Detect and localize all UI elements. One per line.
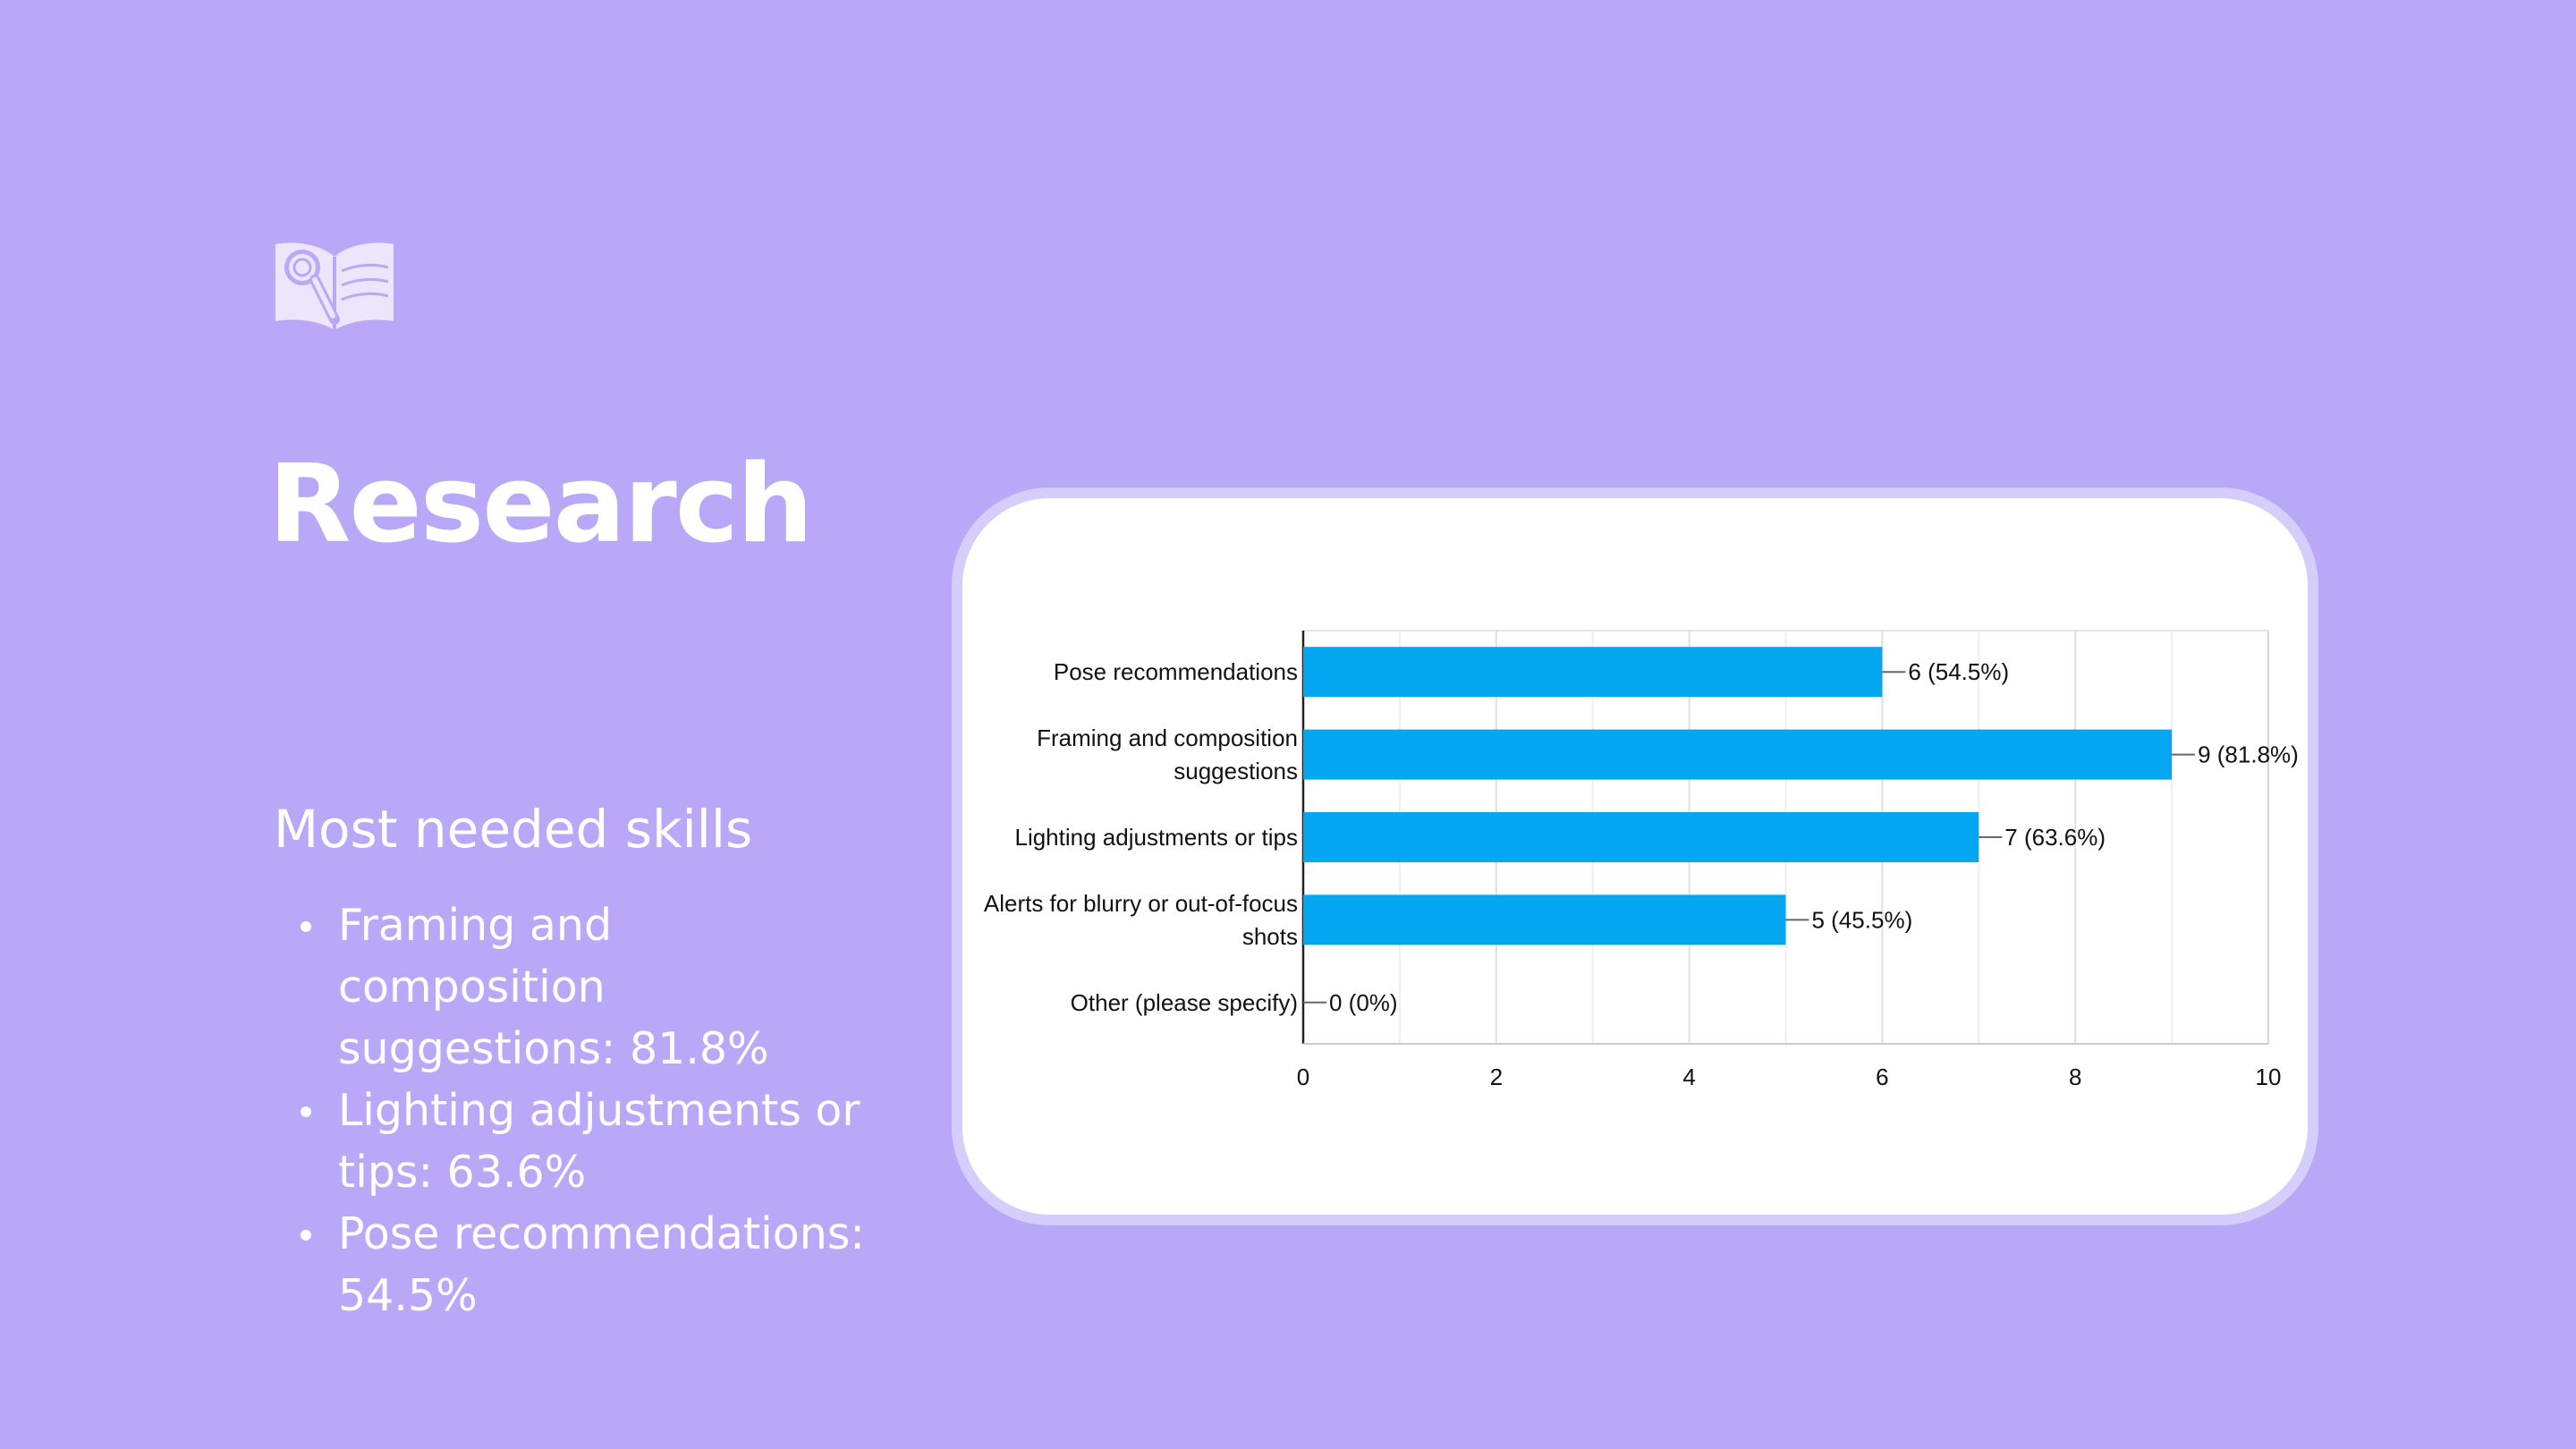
category-label: shots (1242, 923, 1298, 950)
bar (1303, 729, 2173, 780)
list-item: Pose recommendations: 54.5% (295, 1203, 886, 1326)
data-label: 6 (54.5%) (1908, 658, 2009, 685)
x-tick-label: 10 (2256, 1063, 2282, 1090)
bar (1303, 647, 1883, 698)
x-tick-label: 4 (1682, 1063, 1695, 1090)
bar (1303, 894, 1786, 945)
category-label: Pose recommendations (1054, 658, 1298, 685)
bar (1303, 812, 1979, 862)
x-tick-label: 2 (1490, 1063, 1503, 1090)
category-label: Lighting adjustments or tips (1014, 824, 1298, 851)
category-label: Framing and composition (1037, 724, 1298, 751)
data-label: 5 (45.5%) (1812, 906, 1913, 933)
book-magnifier-icon (275, 242, 394, 330)
data-label: 0 (0%) (1329, 989, 1398, 1016)
section-subtitle: Most needed skills (274, 799, 753, 860)
category-label: suggestions (1174, 758, 1298, 784)
skills-list: Framing and composition suggestions: 81.… (295, 894, 886, 1326)
data-label: 9 (81.8%) (2198, 741, 2299, 768)
x-tick-label: 6 (1876, 1063, 1888, 1090)
category-label: Other (please specify) (1071, 989, 1298, 1016)
x-tick-label: 8 (2069, 1063, 2081, 1090)
page-title: Research (268, 443, 813, 567)
list-item: Lighting adjustments or tips: 63.6% (295, 1080, 886, 1203)
data-label: 7 (63.6%) (2004, 824, 2106, 851)
category-label: Alerts for blurry or out-of-focus (984, 890, 1298, 917)
list-item: Framing and composition suggestions: 81.… (295, 894, 886, 1080)
x-tick-label: 0 (1297, 1063, 1309, 1090)
